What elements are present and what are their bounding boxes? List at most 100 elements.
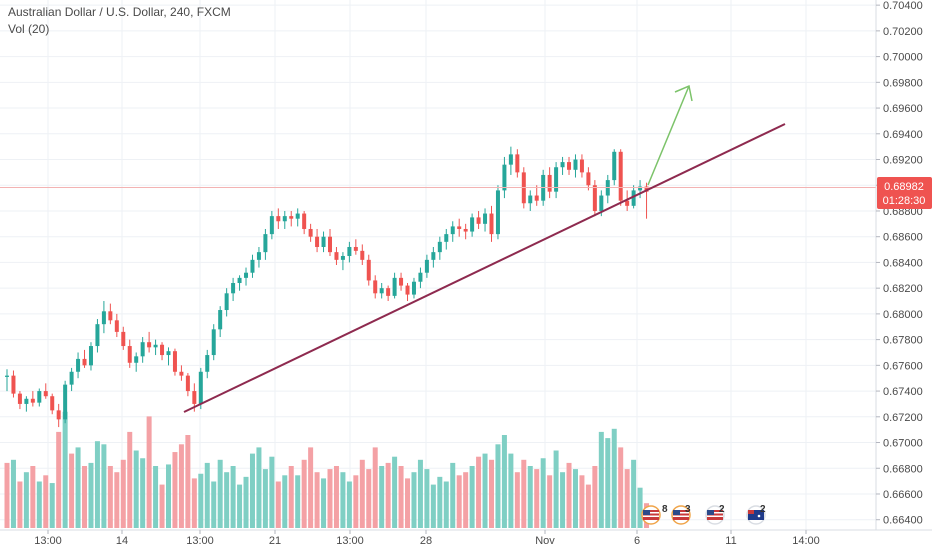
price-tick-label: 0.67200 [883,412,923,424]
volume-bar [430,484,436,528]
candle [347,241,352,263]
price-tick-label: 0.69400 [883,129,923,141]
us-flag-icon [673,510,689,520]
time-tick-label: 14:00 [792,535,820,547]
volume-bar [605,438,611,528]
candle [586,167,591,191]
volume-indicator-label[interactable]: Vol (20) [8,22,50,36]
candle [76,352,81,379]
volume-bar [178,444,184,528]
candle [618,149,623,206]
candle [360,244,365,265]
volume-bar [443,481,449,528]
candle [508,146,513,175]
candle [411,277,416,299]
candle [256,246,261,268]
candle [5,369,9,392]
candle [147,331,152,353]
volume-bar [411,472,417,528]
candle-body [198,371,203,404]
arrow-shaft [647,85,690,186]
volume-bar [101,444,107,528]
price-tick-label: 0.70400 [883,0,923,12]
candle [502,156,507,199]
event-count: 8 [662,504,668,515]
candle-body [276,216,281,222]
candle [237,275,242,291]
candle-body [43,391,48,397]
volume-bar [618,447,624,528]
event-marker[interactable]: 3 [671,504,691,525]
volume-bar [30,466,36,528]
candle [567,156,572,175]
candle-body [302,213,307,229]
volume-bar [69,453,75,528]
candle-body [218,310,223,330]
volume-bar [295,475,301,528]
candle-body [586,172,591,186]
volume-bar [75,447,81,528]
volume-bar [127,431,133,528]
event-marker[interactable]: 2 [705,504,725,525]
volume-bar [476,456,482,528]
time-tick-label: 11 [725,535,736,547]
candle-body [405,285,410,295]
event-marker[interactable]: 2 [746,504,766,525]
candle [231,277,236,302]
volume-bar [10,459,16,528]
volume-bar [566,462,572,528]
candle-body [386,288,391,296]
candle-body [11,375,16,394]
candle-body [63,384,68,420]
candle-body [431,252,436,260]
candle-body [567,162,572,170]
candle-body [24,398,29,404]
candle [224,288,229,317]
candle-body [340,255,345,260]
price-tick-label: 0.68000 [883,309,923,321]
candle-body [612,151,617,181]
forecast-arrow[interactable] [647,84,693,186]
price-tick-label: 0.69800 [883,77,923,89]
candle [573,154,578,178]
candle [185,373,190,397]
volume-bar [527,466,533,528]
time-tick-label: 14 [116,535,128,547]
price-tick-label: 0.68600 [883,232,923,244]
candle-body [295,213,300,219]
volume-bar [62,411,68,528]
trendline-drawing[interactable] [183,123,786,413]
price-axis[interactable]: 0.70400 0.70200 0.70000 0.69800 0.69600 0.694… [876,0,923,527]
volume-bar [269,456,275,528]
time-tick-label: 13:00 [34,535,62,547]
grid-lines [0,0,876,530]
candle-body [269,216,274,235]
candle [179,365,184,381]
volume-bar [592,466,598,528]
volume-bar [17,481,23,528]
economic-event-markers[interactable]: 8 3 2 [641,504,766,525]
candle-body [263,234,268,253]
candle-body [50,396,55,411]
candle-body [82,358,87,366]
candle [140,337,145,363]
volume-bar [385,462,391,528]
candle [534,185,539,206]
volume-bar [82,466,88,528]
candle-body [237,277,242,284]
symbol-title[interactable]: Australian Dollar / U.S. Dollar, 240, FX… [8,5,231,19]
candle-body [592,185,597,211]
candle [198,367,203,410]
volume-bar [120,459,126,528]
candle [386,285,391,302]
candle [69,367,74,392]
candle-body [502,164,507,191]
candle [366,254,371,286]
event-marker[interactable]: 8 [641,504,668,525]
volume-bar [301,459,307,528]
time-axis[interactable]: 13:00 14 13:00 21 13:00 28 Nov 6 11 14:00 [34,530,820,547]
candle [37,388,42,407]
candle [353,239,358,255]
